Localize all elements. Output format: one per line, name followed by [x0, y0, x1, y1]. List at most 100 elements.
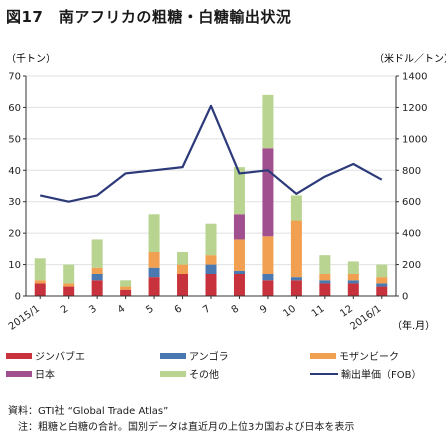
x-tick-label: 7 [201, 303, 213, 316]
x-tick-label: 9 [258, 303, 270, 316]
bar-segment-angola [319, 280, 331, 284]
legend-label-others: その他 [189, 370, 219, 381]
x-tick-label: 4 [116, 303, 128, 316]
bar-segment-japan [233, 214, 245, 240]
bar-segment-others [34, 258, 46, 281]
bar-segment-mozambique [63, 283, 75, 287]
y-tick-label-left: 50 [8, 134, 21, 145]
bar-segment-others [233, 167, 245, 215]
legend-zimbabwe: ジンバブエ [6, 348, 85, 363]
x-tick-label: 2015/1 [7, 303, 42, 332]
y-tick-label-right: 400 [402, 229, 421, 240]
bar-segment-zimbabwe [319, 283, 331, 296]
legend-others: その他 [160, 366, 219, 381]
bar-segment-others [262, 94, 274, 149]
bar-segment-zimbabwe [290, 280, 302, 296]
bar-segment-zimbabwe [205, 274, 217, 296]
y-tick-label-right: 200 [402, 260, 421, 271]
bar-segment-angola [376, 283, 388, 287]
x-tick-label: 10 [281, 303, 298, 319]
bar-segment-angola [233, 270, 245, 274]
bar-segment-zimbabwe [148, 277, 160, 296]
bar-segment-mozambique [205, 255, 217, 265]
bar-segment-mozambique [376, 277, 388, 284]
y-tick-label-right: 0 [402, 292, 408, 303]
bar-segment-mozambique [34, 280, 46, 284]
right-axis-unit-label: （米ドル／トン） [374, 52, 446, 65]
legend-label-angola: アンゴラ [189, 352, 229, 363]
bar-segment-zimbabwe [376, 286, 388, 296]
bar-segment-others [347, 261, 359, 274]
bar-segment-mozambique [262, 236, 274, 274]
legend-label-mozambique: モザンビーク [339, 352, 399, 363]
grid-layer [26, 75, 396, 266]
source-note: 資料：GTI社 “Global Trade Atlas” [8, 406, 169, 417]
price-line [39, 104, 383, 203]
x-tick-label: 11 [310, 303, 327, 319]
bar-segment-angola [347, 280, 359, 284]
legend-mozambique: モザンビーク [310, 348, 399, 363]
legend-swatch-price-line [310, 372, 338, 375]
bar-segment-mozambique [347, 274, 359, 281]
y-tick-label-left: 70 [8, 72, 21, 83]
y-tick-label-left: 60 [8, 103, 21, 114]
legend-label-price-line: 輸出単価（FOB） [341, 370, 422, 381]
x-tick-label: 6 [173, 303, 185, 316]
legend-swatch-others [160, 370, 186, 377]
bar-segment-others [91, 239, 103, 268]
y-tick-label-left: 20 [8, 229, 21, 240]
bar-segment-zimbabwe [233, 274, 245, 296]
bar-segment-mozambique [148, 252, 160, 268]
footnote: 注：粗糖と白糖の合計。国別データは直近月の上位3カ国および日本を表示 [18, 422, 355, 433]
legend-label-zimbabwe: ジンバブエ [35, 352, 85, 363]
bar-segment-others [177, 252, 189, 265]
bar-layer [34, 94, 388, 296]
bar-segment-angola [205, 264, 217, 274]
legend-label-japan: 日本 [35, 370, 55, 381]
bar-segment-zimbabwe [262, 280, 274, 296]
bar-segment-angola [91, 274, 103, 281]
bar-segment-others [120, 280, 132, 287]
x-tick-label: 3 [87, 303, 99, 316]
legend-angola: アンゴラ [160, 348, 229, 363]
bar-segment-angola [262, 274, 274, 281]
bar-segment-zimbabwe [63, 286, 75, 296]
legend-price-line: 輸出単価（FOB） [310, 366, 421, 381]
line-layer [39, 104, 383, 203]
bar-segment-mozambique [177, 264, 189, 274]
bar-segment-others [319, 255, 331, 274]
bar-segment-others [376, 264, 388, 278]
y-tick-label-left: 40 [8, 166, 21, 177]
legend-swatch-japan [6, 370, 32, 377]
legend-swatch-mozambique [310, 352, 336, 359]
bar-segment-zimbabwe [91, 280, 103, 296]
bar-segment-mozambique [319, 274, 331, 281]
bar-segment-others [290, 195, 302, 221]
bar-segment-zimbabwe [34, 283, 46, 296]
bar-segment-mozambique [290, 220, 302, 278]
bar-segment-angola [148, 267, 160, 278]
bar-segment-others [63, 264, 75, 284]
x-tick-label: 2016/1 [348, 303, 383, 332]
y-tick-label-right: 1200 [402, 103, 427, 114]
x-tick-label: 8 [230, 303, 242, 316]
bar-segment-angola [290, 277, 302, 281]
x-tick-label: 5 [144, 303, 156, 316]
legend-swatch-angola [160, 352, 186, 359]
bar-segment-zimbabwe [120, 289, 132, 296]
x-tick-label: 2 [59, 303, 71, 316]
bar-segment-mozambique [233, 239, 245, 271]
bar-segment-zimbabwe [347, 283, 359, 296]
bar-segment-mozambique [120, 286, 132, 290]
y-tick-label-left: 30 [8, 197, 21, 208]
y-tick-label-right: 800 [402, 166, 421, 177]
bar-segment-zimbabwe [177, 274, 189, 296]
y-tick-label-left: 10 [8, 260, 21, 271]
left-axis-unit-label: （千トン） [6, 53, 56, 65]
bar-segment-japan [262, 148, 274, 237]
axis-layer: 0 10 20 30 40 50 60 70 0 200 400 600 800 1000 1200 1400… [7, 72, 428, 333]
chart-title: 図17 南アフリカの粗糖・白糖輸出状況 [6, 8, 292, 26]
y-tick-label-left: 0 [15, 292, 21, 303]
y-tick-label-right: 600 [402, 197, 421, 208]
